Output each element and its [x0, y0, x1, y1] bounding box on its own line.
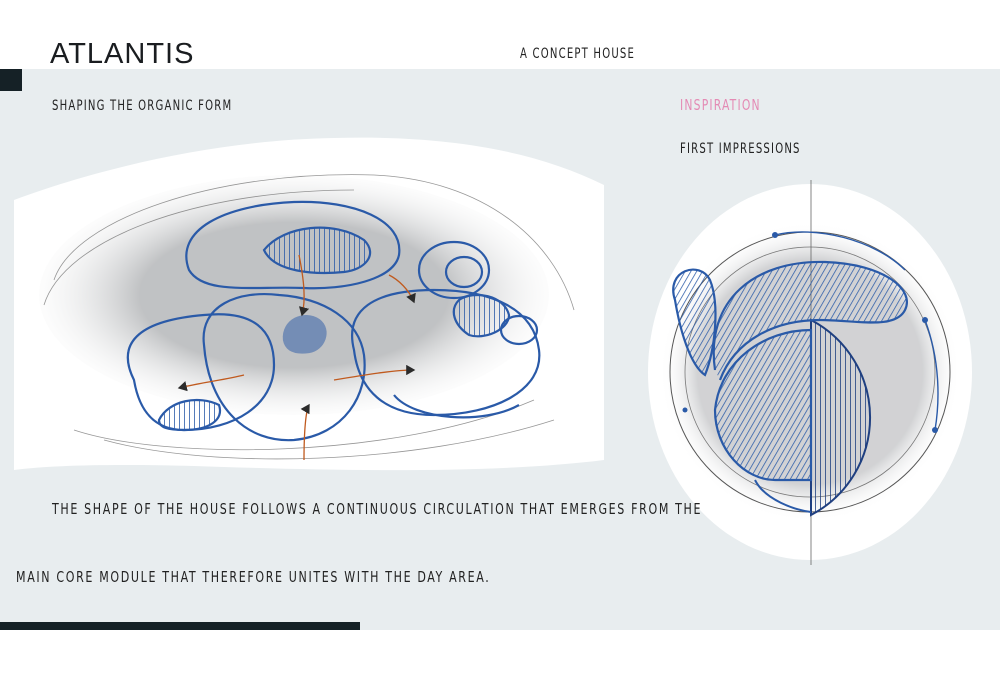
organic-form-sketch-image: [14, 137, 604, 471]
section-label-inspiration: INSPIRATION: [680, 96, 761, 114]
description-line-1: THE SHAPE OF THE HOUSE FOLLOWS A CONTINU…: [52, 500, 703, 518]
section-label-organic-form: SHAPING THE ORGANIC FORM: [52, 98, 233, 114]
corner-accent-block: [0, 69, 22, 91]
description-line-2: MAIN CORE MODULE THAT THEREFORE UNITES W…: [16, 568, 491, 586]
page-title: ATLANTIS: [50, 38, 195, 70]
page-subtitle: A CONCEPT HOUSE: [520, 46, 636, 62]
first-impressions-sketch-image: [648, 180, 972, 565]
section-sublabel-first-impressions: FIRST IMPRESSIONS: [680, 141, 801, 157]
bottom-accent-bar: [0, 622, 360, 630]
